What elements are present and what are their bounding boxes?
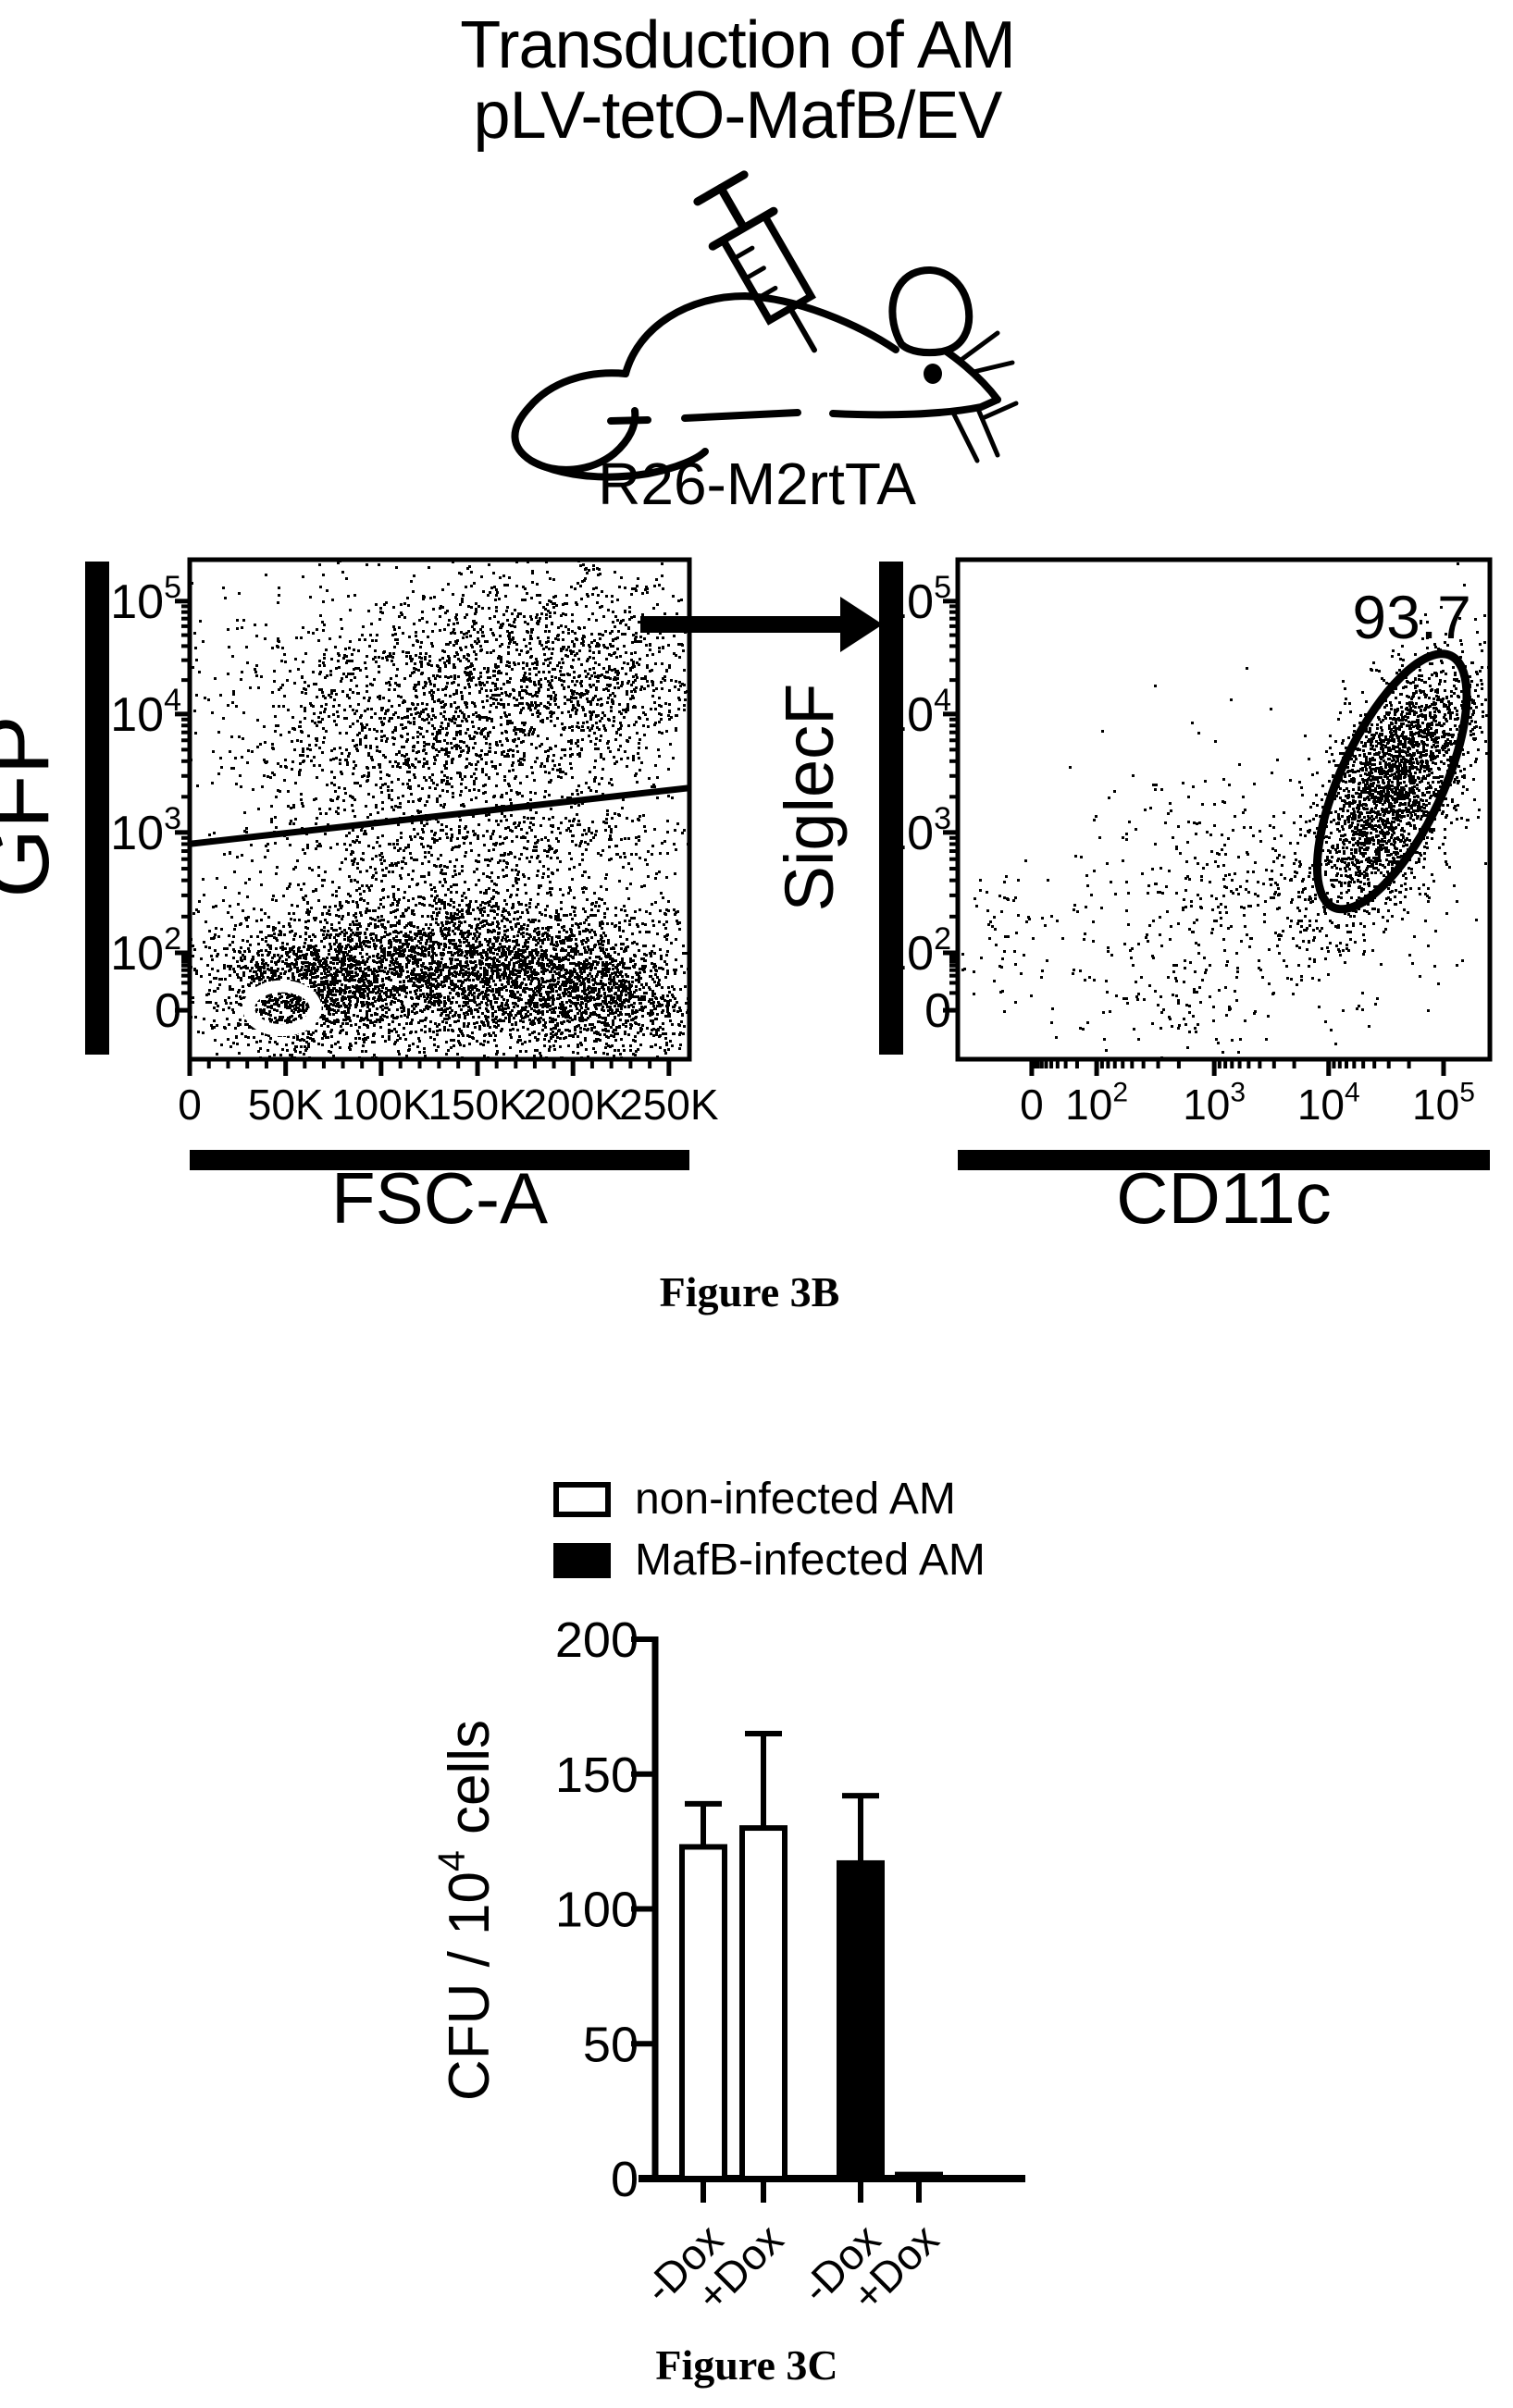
legend-swatch-filled: [553, 1543, 611, 1578]
mouse-strain-label: R26-M2rtTA: [598, 451, 916, 517]
siglecf-vs-cd11c-x-axis: 0 102 103 104 105: [1020, 1059, 1475, 1129]
gfp-vs-fsc-y-axis-bar: [85, 562, 109, 1055]
gfp-vs-fsc-contour-ring: [242, 980, 322, 1037]
gfp-vs-fsc-gate-line: [190, 784, 689, 847]
siglecf-vs-cd11c-gate-percentage: 93.7: [1352, 583, 1470, 651]
svg-text:100K: 100K: [331, 1081, 431, 1129]
svg-text:100: 100: [555, 1883, 639, 1938]
mouse-illustration: [511, 170, 1019, 481]
gfp-vs-fsc-scatter-dots: [190, 560, 689, 1059]
svg-text:200: 200: [555, 1612, 639, 1668]
svg-text:103: 103: [1183, 1078, 1246, 1129]
bar-non-infected-minusDox: [679, 1800, 727, 2181]
siglecf-vs-cd11c-x-axis-label: CD11c: [1116, 1157, 1332, 1239]
svg-text:0: 0: [924, 984, 951, 1038]
svg-text:200K: 200K: [523, 1081, 623, 1129]
siglecf-vs-cd11c-x-axis-bar: [958, 1150, 1490, 1170]
svg-text:150K: 150K: [428, 1081, 527, 1129]
bar-y-axis-label: CFU / 104 cells: [430, 1720, 502, 2101]
svg-text:0: 0: [155, 984, 181, 1038]
svg-text:104: 104: [110, 683, 181, 742]
svg-text:150: 150: [555, 1747, 639, 1803]
legend-label-mafb-infected: MafB-infected AM: [635, 1536, 986, 1585]
bar-chart-legend: non-infected AM MafB-infected AM: [553, 1469, 986, 1591]
siglecf-vs-cd11c-gate-ellipse: [1312, 649, 1471, 914]
mouse-eye: [924, 364, 942, 384]
svg-text:0: 0: [178, 1081, 202, 1129]
gfp-vs-fsc-y-axis-label: GFP: [0, 715, 68, 897]
svg-text:50: 50: [583, 2017, 639, 2072]
mouse-whiskers: [950, 330, 1019, 463]
svg-text:250K: 250K: [619, 1081, 719, 1129]
svg-text:102: 102: [1065, 1078, 1128, 1129]
syringe-icon: [693, 170, 817, 353]
bar-non-infected-plusDox: [739, 1731, 788, 2182]
legend-label-non-infected: non-infected AM: [635, 1475, 956, 1524]
legend-swatch-open: [553, 1482, 611, 1517]
figure-3c-caption: Figure 3C: [655, 2341, 838, 2389]
bar-mafb-infected-minusDox: [837, 1793, 885, 2181]
svg-text:105: 105: [1412, 1078, 1475, 1129]
siglecf-vs-cd11c-scatter-dots: [961, 562, 1490, 1059]
svg-text:105: 105: [110, 570, 181, 629]
legend-item-non-infected: non-infected AM: [553, 1469, 986, 1530]
svg-text:0: 0: [1020, 1081, 1044, 1129]
svg-text:103: 103: [110, 801, 181, 860]
svg-text:102: 102: [110, 921, 181, 981]
siglecf-vs-cd11c-y-axis-label: SiglecF: [771, 684, 848, 912]
gating-arrow: [640, 597, 883, 652]
svg-text:0: 0: [611, 2152, 639, 2207]
gfp-vs-fsc-x-axis-label: FSC-A: [331, 1157, 548, 1239]
svg-text:50K: 50K: [248, 1081, 324, 1129]
bar-mafb-infected-plusDox: [895, 2171, 943, 2181]
figure-title-line1: Transduction of AM: [460, 8, 1016, 82]
siglecf-vs-cd11c-y-axis-bar: [879, 562, 903, 1055]
figure-3b-caption: Figure 3B: [659, 1268, 840, 1315]
legend-item-mafb-infected: MafB-infected AM: [553, 1530, 986, 1591]
figure-title-line2: pLV-tetO-MafB/EV: [473, 79, 1003, 153]
bar-y-ticks: 0 50 100 150 200: [555, 1612, 655, 2207]
svg-text:104: 104: [1297, 1078, 1360, 1129]
gfp-vs-fsc-x-axis-bar: [190, 1150, 689, 1170]
mouse-icon: [511, 266, 1019, 481]
